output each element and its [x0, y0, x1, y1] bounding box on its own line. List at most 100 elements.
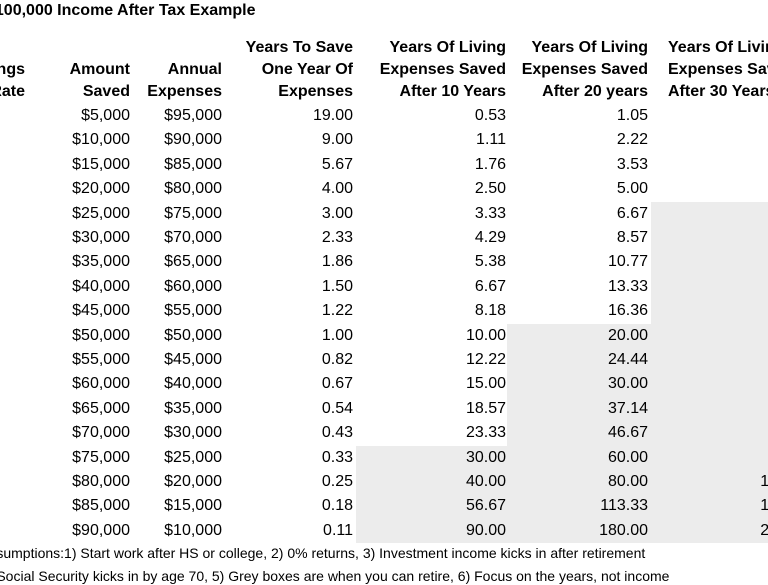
annual-expenses-cell: $95,000: [164, 107, 222, 124]
retire-shade: [507, 421, 651, 446]
after-10-years-cell: 8.18: [474, 302, 506, 320]
retire-shade: [651, 250, 768, 275]
after-10-years-cell: 2.50: [474, 180, 506, 198]
after-10-years-cell: 3.33: [474, 204, 506, 222]
amount-saved-cell: $60,000: [72, 375, 130, 393]
header-savings-rate: Savings Rate: [0, 59, 25, 103]
amount-saved-cell: $50,000: [72, 326, 130, 344]
annual-expenses-cell: $55,000: [164, 302, 222, 320]
retire-shade: [356, 470, 507, 495]
retire-shade: [651, 518, 768, 544]
footnote-notes: 4) Social Security kicks in by age 70, 5…: [0, 568, 670, 584]
years-to-save-cell: 0.54: [321, 399, 353, 417]
header-line: After 20 years: [542, 83, 648, 100]
years-to-save-cell: 0.11: [323, 521, 353, 539]
after-20-years-cell: 60.00: [607, 448, 648, 466]
annual-expenses-cell: $50,000: [164, 326, 222, 344]
retire-shade: [507, 348, 651, 373]
header-line: Expenses Saved: [668, 61, 768, 78]
years-to-save-cell: 1.50: [321, 277, 353, 295]
amount-saved-cell: $30,000: [72, 229, 130, 246]
after-10-years-cell: 1.11: [476, 131, 506, 149]
header-line: Expenses Saved: [521, 61, 648, 78]
after-30-years-cell: 27: [760, 521, 768, 539]
retire-shade: [651, 274, 768, 300]
header-line: Saved: [82, 83, 130, 100]
header-annual-expenses: Annual Expenses: [147, 59, 222, 103]
after-10-years-cell: 15.00: [465, 375, 506, 393]
annual-expenses-cell: $15,000: [164, 497, 222, 515]
years-to-save-cell: 0.18: [321, 497, 353, 515]
annual-expenses-cell: $40,000: [164, 375, 222, 393]
amount-saved-cell: $65,000: [72, 399, 130, 417]
retire-shade: [356, 494, 507, 519]
after-10-years-cell: 1.76: [474, 155, 506, 173]
header-line: Amount: [69, 61, 130, 78]
years-to-save-cell: 1.00: [321, 326, 353, 344]
years-to-save-cell: 4.00: [321, 180, 353, 198]
amount-saved-cell: $15,000: [72, 155, 130, 173]
table-row: $20,000 $80,000 4.00 2.50 5.00: [0, 177, 768, 201]
retire-shade: [651, 494, 768, 519]
retire-shade: [356, 445, 507, 470]
amount-saved-cell: $35,000: [72, 253, 130, 271]
amount-saved-cell: $10,000: [72, 131, 130, 149]
years-to-save-cell: 1.86: [321, 253, 353, 271]
retire-shade: [507, 372, 651, 397]
after-10-years-cell: 6.67: [474, 277, 506, 295]
header-years-to-save: Years To Save One Year Of Expenses: [246, 37, 353, 103]
retire-shade: [651, 201, 768, 226]
after-30-years-cell: 12: [760, 473, 768, 490]
header-line: Annual: [167, 61, 222, 78]
retire-shade: [651, 226, 768, 251]
page-title: $100,000 Income After Tax Example: [0, 2, 256, 19]
after-20-years-cell: 6.67: [616, 204, 648, 222]
after-20-years-cell: 37.14: [607, 399, 648, 417]
amount-saved-cell: $55,000: [72, 351, 130, 368]
years-to-save-cell: 5.67: [321, 155, 353, 173]
header-line: Rate: [0, 83, 25, 100]
amount-saved-cell: $85,000: [72, 497, 130, 515]
retire-shade: [651, 299, 768, 324]
after-10-years-cell: 30.00: [465, 448, 506, 466]
after-20-years-cell: 5.00: [616, 180, 648, 198]
years-to-save-cell: 2.33: [321, 229, 353, 246]
amount-saved-cell: $75,000: [72, 448, 130, 466]
years-to-save-cell: 0.33: [321, 448, 353, 466]
table-row: $85,000 $15,000 0.18 56.67 113.33 17: [0, 494, 768, 519]
annual-expenses-cell: $45,000: [164, 351, 222, 368]
years-to-save-cell: 1.22: [321, 302, 353, 320]
after-20-years-cell: 13.33: [607, 277, 648, 295]
header-line: Years Of Living: [531, 39, 648, 56]
after-20-years-cell: 20.00: [607, 326, 648, 344]
after-10-years-cell: 12.22: [465, 351, 506, 368]
retire-shade: [507, 494, 651, 519]
years-to-save-cell: 0.67: [321, 375, 353, 393]
header-line: Expenses: [147, 83, 222, 100]
amount-saved-cell: $90,000: [72, 521, 130, 539]
annual-expenses-cell: $75,000: [164, 204, 222, 222]
footnote-assumptions: Assumptions:1) Start work after HS or co…: [0, 545, 646, 561]
retire-shade: [651, 445, 768, 470]
header-after-30-years: Years Of Living Expenses Saved After 30 …: [668, 37, 768, 103]
after-10-years-cell: 23.33: [465, 424, 506, 442]
after-20-years-cell: 2.22: [616, 131, 648, 149]
header-line: One Year Of: [261, 61, 353, 78]
retire-shade: [356, 518, 507, 544]
amount-saved-cell: $25,000: [72, 204, 130, 222]
after-20-years-cell: 46.67: [607, 424, 648, 442]
after-10-years-cell: 10.00: [465, 326, 506, 344]
retire-shade: [507, 518, 651, 544]
after-20-years-cell: 113.33: [600, 497, 648, 515]
annual-expenses-cell: $35,000: [164, 399, 222, 417]
retire-shade: [507, 445, 651, 470]
